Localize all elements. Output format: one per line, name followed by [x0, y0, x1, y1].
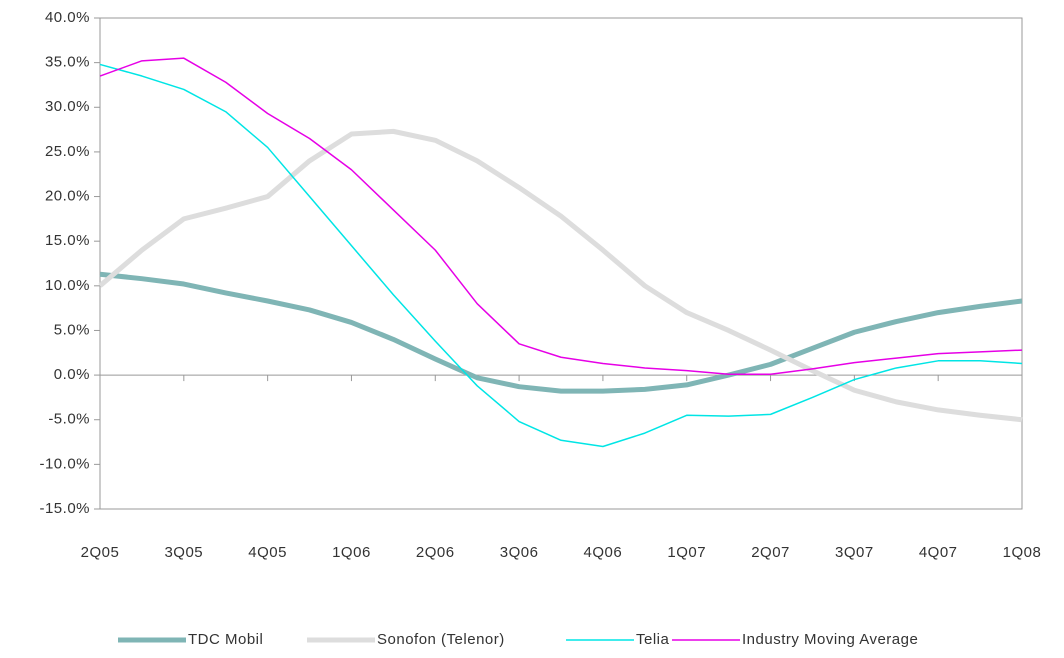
x-tick-label: 2Q07	[751, 544, 790, 561]
x-tick-label: 3Q06	[500, 544, 539, 561]
series-line	[99, 63, 1023, 448]
y-tick-label: 20.0%	[45, 188, 90, 205]
legend-label: Sonofon (Telenor)	[377, 631, 505, 648]
y-tick-label: 35.0%	[45, 54, 90, 71]
x-tick-label: 4Q05	[248, 544, 287, 561]
y-tick-label: 30.0%	[45, 98, 90, 115]
y-tick-label: -10.0%	[39, 455, 90, 472]
series-line	[99, 57, 1023, 375]
y-tick-label: 25.0%	[45, 143, 90, 160]
y-tick-label: 15.0%	[45, 232, 90, 249]
x-tick-label: 1Q07	[667, 544, 706, 561]
series-line	[98, 128, 1023, 423]
x-tick-label: 4Q06	[584, 544, 623, 561]
legend-label: Telia	[636, 631, 670, 648]
x-tick-label: 3Q05	[164, 544, 203, 561]
y-tick-label: 10.0%	[45, 277, 90, 294]
x-tick-label: 1Q08	[1003, 544, 1042, 561]
legend-label: TDC Mobil	[188, 631, 263, 648]
x-tick-label: 4Q07	[919, 544, 958, 561]
y-tick-label: 40.0%	[45, 9, 90, 26]
x-tick-label: 1Q06	[332, 544, 371, 561]
x-tick-label: 2Q06	[416, 544, 455, 561]
y-tick-label: -15.0%	[39, 500, 90, 517]
x-tick-label: 3Q07	[835, 544, 874, 561]
y-tick-label: 0.0%	[54, 366, 90, 383]
y-tick-label: -5.0%	[48, 411, 90, 428]
series-line	[99, 271, 1023, 394]
plot-frame	[99, 17, 1023, 510]
x-tick-label: 2Q05	[81, 544, 120, 561]
legend-label: Industry Moving Average	[742, 631, 918, 648]
y-tick-label: 5.0%	[54, 321, 90, 338]
